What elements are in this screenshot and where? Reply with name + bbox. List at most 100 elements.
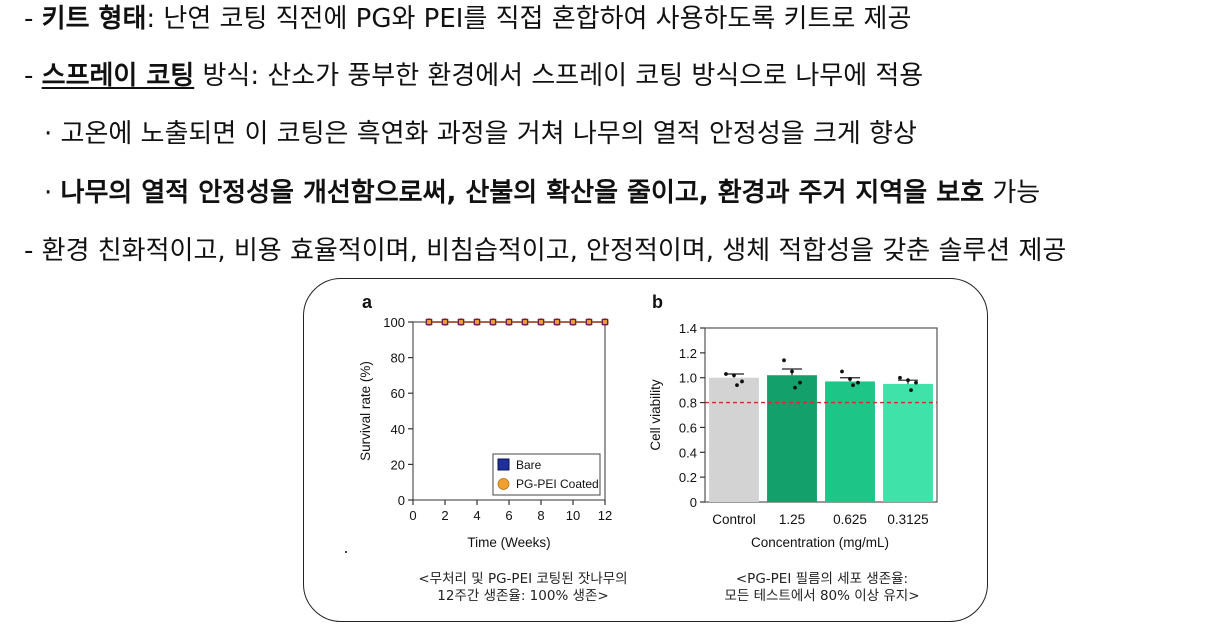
plot-frame-b — [704, 327, 938, 503]
legend-bare-label: Bare — [516, 458, 542, 472]
y-tick-label-b: 0 — [690, 495, 697, 510]
point-bare — [425, 318, 433, 326]
x-tick-label-a: 6 — [505, 508, 512, 523]
y-tick-label-a: 80 — [391, 351, 405, 366]
point-bare — [473, 318, 481, 326]
data-point — [840, 369, 844, 374]
y-tick-label-b: 0.8 — [679, 396, 697, 411]
sub-bullet-graphitization: · 고온에 노출되면 이 코팅은 흑연화 과정을 거쳐 나무의 열적 안정성을 … — [44, 117, 917, 151]
point-bare — [489, 318, 497, 326]
kit-form-text: : 난연 코팅 직전에 PG와 PEI를 직접 혼합하여 사용하도록 키트로 제… — [146, 4, 912, 34]
y-tick-label-b: 1.2 — [679, 346, 697, 361]
kit-form-label: 키트 형태 — [41, 4, 147, 34]
y-tick-label-a: 20 — [391, 457, 405, 472]
x-tick-label-a: 10 — [566, 508, 580, 523]
point-bare — [585, 318, 593, 326]
data-point — [856, 380, 860, 385]
data-point — [724, 372, 728, 376]
data-point — [782, 358, 786, 363]
x-tick-label-a: 8 — [537, 508, 544, 523]
point-bare — [441, 318, 449, 326]
eco-friendly-text: 환경 친화적이고, 비용 효율적이며, 비침습적이고, 안정적이며, 생체 적합… — [41, 236, 1067, 266]
point-coated — [457, 318, 465, 326]
x-tick-label-b: 0.3125 — [887, 512, 928, 527]
bullet-eco-friendly: - 환경 친화적이고, 비용 효율적이며, 비침습적이고, 안정적이며, 생체 … — [24, 234, 1066, 268]
x-tick-label-b: 0.625 — [833, 512, 867, 527]
legend-a: Bare PG-PEI Coated — [492, 453, 601, 496]
panel-b-label: b — [652, 292, 663, 312]
y-tick-label-b: 1.0 — [679, 371, 697, 386]
legend-bare-marker — [497, 458, 510, 471]
point-coated — [585, 318, 593, 326]
dash: - — [24, 236, 42, 266]
point-bare — [521, 318, 529, 326]
data-point — [914, 380, 918, 385]
x-tick-label-a: 12 — [598, 508, 612, 523]
legend-coated-label: PG-PEI Coated — [516, 477, 599, 491]
point-bare — [537, 318, 545, 326]
wildfire-rest-text: 가능 — [984, 178, 1041, 208]
data-point — [851, 383, 855, 388]
bottom-axis-mark — [345, 551, 347, 553]
y-tick-label-a: 100 — [383, 315, 405, 330]
data-point — [790, 369, 794, 374]
point-bare — [569, 318, 577, 326]
bar-3 — [883, 383, 933, 502]
point-coated — [441, 318, 449, 326]
legend-coated-marker — [497, 478, 510, 490]
wildfire-bold-text: 나무의 열적 안정성을 개선함으로써, 산불의 확산을 줄이고, 환경과 주거 … — [60, 178, 985, 208]
point-coated — [569, 318, 577, 326]
spray-coating-text: 방식: 산소가 풍부한 환경에서 스프레이 코팅 방식으로 나무에 적용 — [194, 61, 924, 91]
chart-cell-viability: b 0 0.2 0.4 0.6 0.8 1.0 1.2 1.4 Control 1.25 0.62… — [648, 292, 938, 550]
bullet-spray-coating: - 스프레이 코팅 방식: 산소가 풍부한 환경에서 스프레이 코팅 방식으로 … — [24, 59, 923, 93]
dot: · — [44, 178, 61, 208]
data-point — [740, 379, 744, 384]
x-axis-label-a: Time (Weeks) — [467, 535, 550, 550]
bar-1 — [767, 375, 817, 502]
data-point — [906, 378, 910, 383]
point-bare — [601, 318, 609, 326]
point-coated — [601, 318, 609, 326]
y-axis-label-a: Survival rate (%) — [358, 361, 373, 461]
y-tick-label-b: 1.4 — [679, 321, 697, 336]
y-tick-label-b: 0.4 — [679, 445, 697, 460]
x-tick-label-b: Control — [712, 512, 756, 527]
bullet-kit-form: - 키트 형태: 난연 코팅 직전에 PG와 PEI를 직접 혼합하여 사용하도… — [24, 2, 911, 36]
sub-bullet-wildfire: · 나무의 열적 안정성을 개선함으로써, 산불의 확산을 줄이고, 환경과 주… — [44, 176, 1040, 210]
point-coated — [553, 318, 561, 326]
dash: - — [24, 61, 42, 91]
bar-2 — [825, 381, 875, 502]
dash: - — [24, 4, 42, 34]
y-tick-label-a: 40 — [391, 422, 405, 437]
x-axis-label-b: Concentration (mg/mL) — [751, 535, 889, 550]
data-point — [848, 377, 852, 381]
x-tick-label-a: 2 — [441, 508, 448, 523]
panel-a-label: a — [362, 292, 373, 312]
x-tick-label-a: 0 — [409, 508, 416, 523]
caption-b-line2: 모든 테스트에서 80% 이상 유지> — [724, 588, 920, 604]
y-axis-label-b: Cell viability — [648, 379, 663, 451]
caption-a-line1: <무처리 및 PG-PEI 코팅된 잣나무의 — [418, 571, 628, 587]
graphitization-text: 고온에 노출되면 이 코팅은 흑연화 과정을 거쳐 나무의 열적 안정성을 크게… — [60, 119, 917, 149]
caption-a: <무처리 및 PG-PEI 코팅된 잣나무의 12주간 생존율: 100% 생존… — [363, 571, 683, 605]
data-point — [798, 380, 802, 385]
point-coated — [489, 318, 497, 326]
point-coated — [521, 318, 529, 326]
caption-b: <PG-PEI 필름의 세포 생존율: 모든 테스트에서 80% 이상 유지> — [672, 571, 972, 605]
spray-coating-label: 스프레이 코팅 — [41, 61, 195, 91]
point-coated — [537, 318, 545, 326]
x-tick-label-a: 4 — [473, 508, 480, 523]
dot: · — [44, 119, 61, 149]
point-coated — [425, 318, 433, 326]
y-tick-label-b: 0.2 — [679, 470, 697, 485]
point-bare — [553, 318, 561, 326]
data-point — [909, 388, 913, 393]
point-coated — [505, 318, 513, 326]
y-tick-label-b: 0.6 — [679, 420, 697, 435]
bar-0 — [709, 377, 759, 502]
x-tick-label-b: 1.25 — [779, 512, 805, 527]
data-point — [735, 383, 739, 388]
data-point — [732, 373, 736, 378]
data-point — [898, 375, 902, 380]
point-bare — [505, 318, 513, 326]
